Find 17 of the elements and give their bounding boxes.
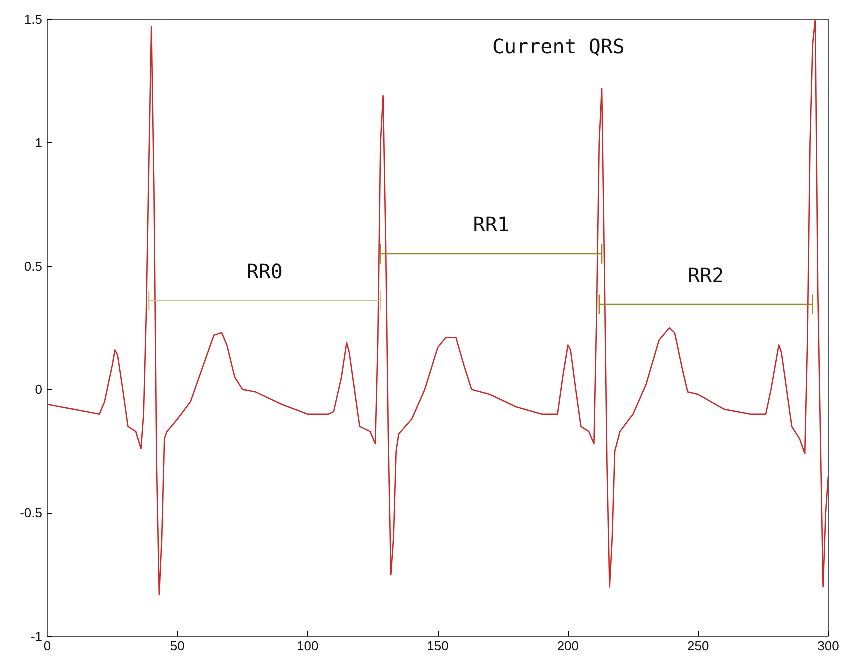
series-label: RR2 xyxy=(688,263,724,288)
y-tick-label: 1.5 xyxy=(24,12,43,27)
y-tick-label: 0.5 xyxy=(24,258,43,274)
series-label: RR1 xyxy=(473,212,510,237)
x-tick-label: 150 xyxy=(427,638,449,654)
annotation: Current QRS xyxy=(492,34,625,58)
x-tick-label: 200 xyxy=(557,638,580,654)
line-series xyxy=(48,20,828,596)
x-tick-label: 100 xyxy=(296,638,319,654)
x-tick-label: 250 xyxy=(687,638,710,654)
x-tick-label: 300 xyxy=(818,638,840,654)
x-tick-label: 50 xyxy=(170,638,185,654)
y-tick-label: 1 xyxy=(35,135,43,150)
y-tick-label: -1 xyxy=(30,629,43,644)
y-tick-label: 0 xyxy=(35,382,43,398)
series-label: RR0 xyxy=(246,260,283,284)
y-tick-label: -0.5 xyxy=(20,506,43,521)
